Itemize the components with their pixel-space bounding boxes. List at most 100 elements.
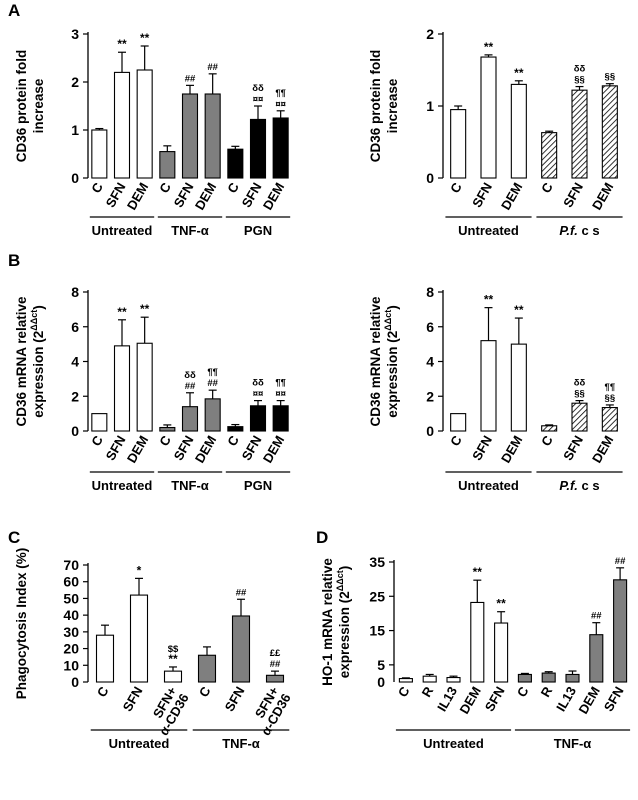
y-axis-title-line: increase (385, 78, 400, 133)
bar (159, 426, 176, 432)
y-tick-label: 3 (71, 26, 79, 42)
category-label-line: C (538, 179, 556, 195)
bar (613, 579, 628, 683)
category-label-line: SFN (482, 684, 508, 714)
group-label: TNF-α (171, 478, 209, 493)
group-label: PGN (244, 223, 272, 238)
bar (204, 93, 221, 179)
y-axis-title-line: Phagocytosis Index (%) (14, 548, 29, 700)
significance-label: ¤¤ (275, 389, 286, 400)
significance-label: ** (514, 303, 524, 317)
group-label: Untreated (458, 478, 519, 493)
significance-label: ## (185, 381, 196, 392)
y-tick-label: 2 (71, 74, 79, 90)
category-label-line: DEM (456, 684, 483, 717)
category-label: R (538, 683, 556, 699)
y-axis-title-line: CD36 mRNA relative (368, 296, 383, 427)
bar (470, 601, 485, 683)
significance-label: δδ (252, 378, 264, 389)
bar (571, 402, 588, 432)
bar (95, 634, 115, 683)
category-label-line: SFN (469, 433, 495, 463)
y-tick-label: 4 (426, 354, 434, 370)
category-label: C (88, 179, 106, 195)
significance-label: ** (117, 305, 127, 319)
significance-label: $$ (168, 644, 179, 655)
bar (231, 615, 251, 683)
category-label-line: C (395, 683, 413, 699)
significance-label: ** (140, 302, 150, 316)
y-tick-label: 25 (369, 588, 385, 604)
category-label: C (156, 179, 174, 195)
bar (181, 93, 199, 179)
category-label: C (514, 683, 532, 699)
significance-label: §§ (605, 72, 616, 83)
significance-label: ## (207, 378, 218, 389)
y-tick-label: 0 (426, 170, 434, 186)
y-tick-label: 6 (71, 319, 79, 335)
category-label-line: C (514, 683, 532, 699)
bar (272, 117, 289, 179)
category-label-line: C (224, 179, 242, 195)
y-axis-title-superscript: ΔΔct (335, 570, 345, 591)
y-tick-label: 40 (63, 607, 79, 623)
panel-label: A (8, 1, 20, 20)
y-axis-title: CD36 protein fold increase (14, 50, 46, 163)
significance-label: ## (270, 659, 281, 670)
bar (480, 340, 497, 432)
significance-label: ## (207, 62, 218, 73)
category-label: DEM (260, 180, 287, 213)
category-label: SFN (222, 684, 248, 714)
significance-label: §§ (605, 393, 616, 404)
category-label: SFN (560, 433, 586, 463)
category-label-line: R (419, 683, 437, 699)
category-label-line: C (447, 432, 465, 448)
category-label: SFN (482, 684, 508, 714)
category-label-line: DEM (124, 433, 151, 466)
category-label-line: C (224, 432, 242, 448)
y-tick-label: 5 (377, 657, 385, 673)
significance-label: ¤¤ (253, 389, 264, 400)
category-label: DEM (589, 433, 616, 466)
category-label: DEM (192, 180, 219, 213)
significance-label: ** (140, 31, 150, 45)
y-axis-title: CD36 protein fold increase (368, 50, 400, 163)
category-label: C (447, 179, 465, 195)
y-axis-title-line: ) (31, 305, 46, 310)
category-label-line: DEM (498, 433, 525, 466)
y-tick-label: 0 (377, 674, 385, 690)
y-axis-title: HO-1 mRNA relative expression (2ΔΔct) (320, 558, 352, 686)
significance-label: ¶¶ (275, 378, 286, 389)
y-tick-label: 0 (71, 170, 79, 186)
y-tick-label: 1 (71, 122, 79, 138)
bar (601, 85, 618, 179)
significance-label: ¶¶ (605, 382, 616, 393)
y-axis-title-line: CD36 protein fold (368, 50, 383, 163)
significance-label: ## (236, 587, 247, 598)
group-label-italic: P.f. (559, 478, 578, 493)
significance-label: ** (484, 293, 494, 307)
category-label-line: DEM (260, 433, 287, 466)
significance-label: ## (591, 611, 602, 622)
category-label: C (94, 683, 112, 699)
group-label: Untreated (92, 223, 153, 238)
significance-label: §§ (574, 389, 585, 400)
category-label-line: C (156, 179, 174, 195)
category-label: SFN (469, 180, 495, 210)
category-label: C (395, 683, 413, 699)
bar (571, 89, 588, 179)
y-axis-title-line: HO-1 mRNA relative (320, 558, 335, 686)
bar (249, 405, 267, 432)
bar (163, 670, 183, 683)
category-label-line: SFN (560, 433, 586, 463)
category-label-line: C (156, 432, 174, 448)
y-axis-title-line: expression (2 (385, 331, 400, 418)
y-tick-label: 2 (426, 388, 434, 404)
significance-label: ¶¶ (275, 88, 286, 99)
chart-panel-4: 0 2 4 6 8 CD36 mRNA relative expression (2ΔΔct… (368, 284, 623, 493)
category-label: C (224, 179, 242, 195)
significance-label: δδ (184, 370, 196, 381)
group-label: TNF-α (554, 736, 592, 751)
category-label: DEM (498, 433, 525, 466)
